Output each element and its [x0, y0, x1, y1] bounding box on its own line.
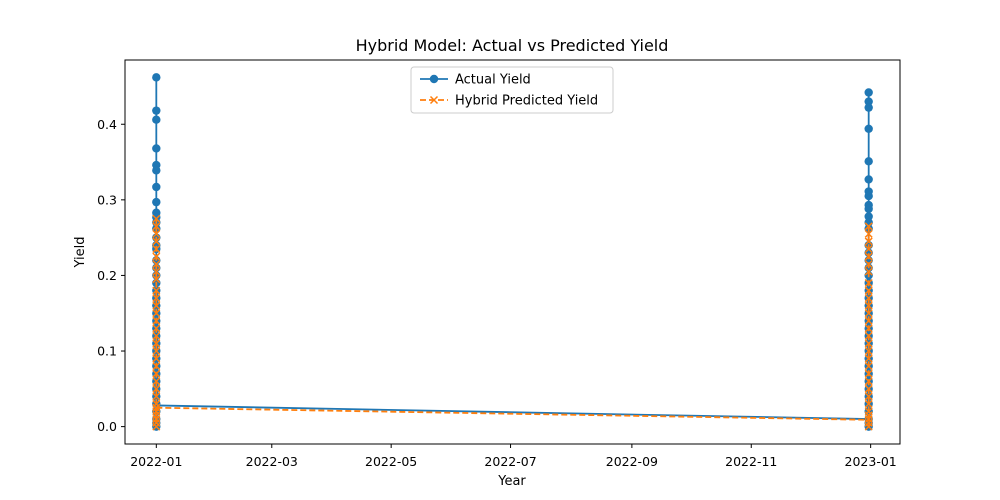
actual-yield-point — [864, 175, 873, 184]
predicted-yield-point — [864, 301, 873, 310]
predicted-yield-point — [152, 384, 161, 393]
x-axis-label: Year — [497, 474, 526, 489]
actual-yield-point — [864, 124, 873, 133]
predicted-yield-point — [864, 278, 873, 288]
actual-yield-point — [152, 106, 161, 115]
y-tick-label: 0.0 — [97, 419, 117, 434]
x-tick-label: 2023-01 — [845, 454, 897, 469]
chart-title: Hybrid Model: Actual vs Predicted Yield — [356, 36, 669, 55]
predicted-yield-point — [152, 222, 161, 231]
actual-yield-point — [152, 197, 161, 207]
predicted-yield-point — [152, 294, 161, 303]
y-tick-label: 0.4 — [97, 117, 117, 132]
actual-yield-point — [152, 166, 161, 175]
predicted-yield-point — [864, 309, 873, 318]
actual-yield-point — [864, 157, 873, 166]
predicted-yield-point — [152, 316, 161, 325]
predicted-yield-point — [864, 244, 873, 254]
predicted-yield-point — [152, 362, 161, 371]
x-axis: 2022-01 2022-03 2022-05 2022-07 2022-09 2022-… — [130, 444, 897, 469]
actual-yield-point — [864, 204, 873, 214]
plot-layer — [152, 73, 873, 431]
predicted-yield-point — [152, 377, 161, 386]
predicted-yield-point — [152, 369, 161, 378]
actual-yield-point — [152, 182, 161, 192]
predicted-yield-point — [152, 260, 161, 269]
predicted-yield-point — [864, 362, 873, 371]
predicted-yield-point — [152, 301, 161, 310]
x-tick-label: 2022-11 — [725, 454, 777, 469]
predicted-yield-point — [152, 244, 161, 254]
predicted-yield-point — [152, 252, 161, 261]
predicted-yield-point — [152, 331, 161, 340]
predicted-yield-point — [864, 354, 873, 363]
predicted-yield-point — [864, 384, 873, 393]
predicted-yield-point — [864, 237, 873, 246]
predicted-yield-point — [152, 422, 161, 431]
y-tick-label: 0.2 — [97, 268, 117, 283]
actual-yield-line — [156, 404, 869, 420]
predicted-yield-point — [152, 286, 161, 295]
x-tick-label: 2022-07 — [484, 454, 536, 469]
predicted-yield-point — [864, 229, 873, 238]
predicted-yield-point — [152, 267, 161, 276]
predicted-yield-point — [864, 286, 873, 295]
predicted-yield-point — [864, 294, 873, 303]
predicted-yield-point — [152, 324, 161, 333]
plot-frame — [124, 59, 901, 445]
legend-predicted-marker — [429, 95, 439, 105]
predicted-yield-point — [864, 324, 873, 333]
predicted-yield-point — [864, 377, 873, 386]
legend: Actual Yield Hybrid Predicted Yield — [410, 66, 614, 114]
y-tick-label: 0.1 — [97, 344, 117, 359]
legend-actual-label: Actual Yield — [455, 73, 531, 88]
y-axis-label: Yield — [73, 237, 88, 269]
predicted-yield-point — [864, 392, 873, 401]
predicted-yield-point — [864, 267, 873, 276]
predicted-yield-point — [152, 309, 161, 318]
x-tick-label: 2022-03 — [246, 454, 298, 469]
predicted-yield-point — [864, 331, 873, 340]
actual-yield-point — [864, 88, 873, 97]
predicted-yield-point — [864, 316, 873, 325]
predicted-yield-point — [864, 252, 873, 261]
legend-predicted-label: Hybrid Predicted Yield — [455, 94, 598, 109]
predicted-yield-point — [864, 422, 873, 431]
actual-yield-point — [152, 144, 161, 153]
actual-yield-point — [864, 212, 873, 221]
predicted-yield-point — [152, 392, 161, 401]
y-axis: 0.0 0.1 0.2 0.3 0.4 — [97, 117, 125, 434]
actual-yield-point — [864, 103, 873, 112]
actual-yield-point — [864, 97, 873, 106]
x-tick-label: 2022-05 — [365, 454, 417, 469]
predicted-yield-point — [152, 275, 161, 284]
x-tick-label: 2022-09 — [606, 454, 658, 469]
predicted-yield-point — [864, 399, 873, 408]
legend-actual-marker — [429, 74, 439, 84]
legend-box — [410, 66, 614, 114]
actual-yield-point — [152, 73, 161, 82]
x-tick-label: 2022-01 — [130, 454, 182, 469]
predicted-yield-line — [156, 406, 869, 421]
predicted-yield-point — [152, 339, 161, 348]
predicted-yield-point — [864, 339, 873, 348]
predicted-yield-point — [152, 346, 161, 356]
predicted-yield-point — [152, 229, 161, 238]
predicted-yield-point — [864, 222, 873, 231]
actual-yield-point — [152, 115, 161, 124]
predicted-yield-point — [864, 369, 873, 378]
predicted-yield-point — [864, 346, 873, 356]
y-tick-label: 0.3 — [97, 192, 117, 207]
predicted-yield-point — [864, 260, 873, 269]
actual-yield-point — [864, 191, 873, 201]
predicted-yield-point — [152, 237, 161, 246]
predicted-yield-point — [152, 354, 161, 363]
predicted-yield-point — [152, 214, 161, 223]
